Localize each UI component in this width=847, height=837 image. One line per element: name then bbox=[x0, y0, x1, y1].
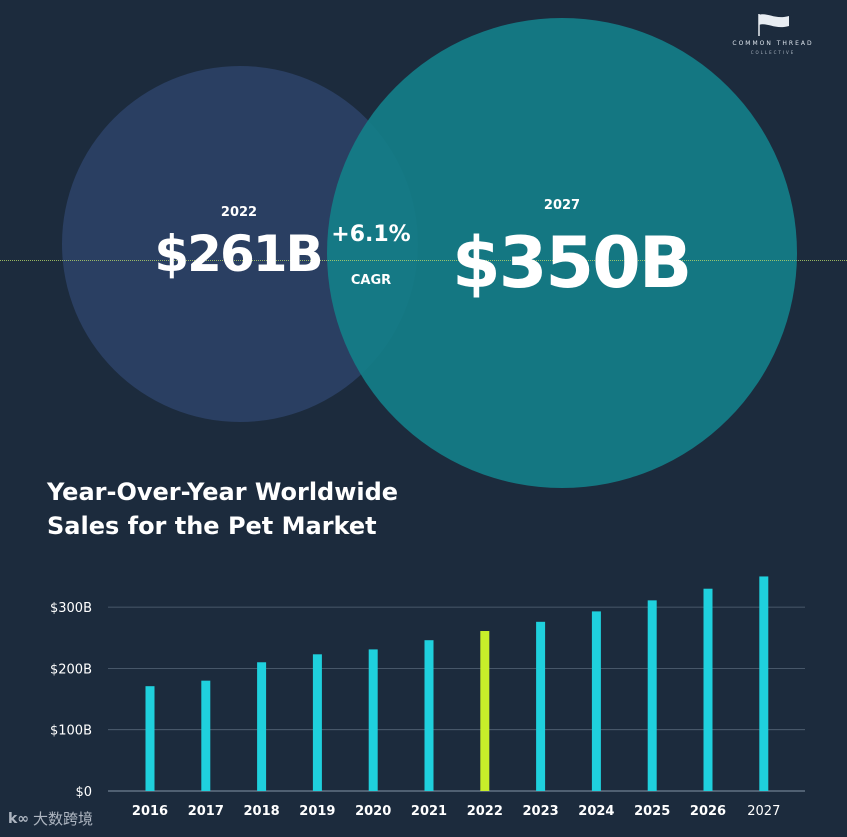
x-tick-label: 2021 bbox=[411, 804, 447, 819]
bar-2027 bbox=[759, 576, 769, 791]
circle-2027 bbox=[327, 18, 797, 488]
bar-2024 bbox=[591, 611, 601, 791]
bar-2017 bbox=[201, 680, 211, 791]
x-tick-label: 2017 bbox=[188, 804, 224, 819]
bar-2025 bbox=[647, 600, 657, 791]
right-year-label: 2027 bbox=[543, 198, 581, 213]
x-tick-label: 2026 bbox=[690, 804, 726, 819]
x-tick-label: 2024 bbox=[578, 804, 614, 819]
bar-2023 bbox=[536, 621, 546, 791]
bar-2018 bbox=[257, 662, 267, 791]
brand-logo: COMMON THREAD COLLECTIVE bbox=[723, 12, 823, 55]
bar-2021 bbox=[424, 640, 434, 791]
bar-2019 bbox=[312, 654, 322, 791]
growth-rate: +6.1% bbox=[331, 222, 411, 247]
y-tick-label: $300B bbox=[50, 601, 92, 616]
bar-2026 bbox=[703, 588, 713, 791]
bar-chart: $0 $100B $200B $300B 2016 2017 2018 2019 2020 202… bbox=[50, 576, 805, 819]
x-tick-label: 2016 bbox=[132, 804, 168, 819]
x-tick-label: 2027 bbox=[747, 804, 780, 819]
flag-icon bbox=[758, 14, 789, 36]
brand-name: COMMON THREAD bbox=[732, 40, 814, 47]
chart-heading-line1: Year-Over-Year Worldwide bbox=[47, 478, 399, 506]
watermark-text: 大数跨境 bbox=[32, 810, 93, 828]
x-tick-label: 2022 bbox=[467, 804, 503, 819]
bar-2016 bbox=[145, 686, 155, 791]
growth-label: CAGR bbox=[350, 273, 392, 288]
divider-dotted-line bbox=[0, 260, 847, 261]
chart-heading-line2: Sales for the Pet Market bbox=[47, 512, 377, 540]
brand-sub: COLLECTIVE bbox=[750, 50, 796, 55]
x-tick-label: 2020 bbox=[355, 804, 391, 819]
x-tick-label: 2025 bbox=[634, 804, 670, 819]
x-tick-label: 2023 bbox=[523, 804, 559, 819]
y-tick-label: $0 bbox=[75, 785, 92, 800]
left-value: $261B bbox=[154, 225, 323, 283]
watermark: k∞ 大数跨境 bbox=[8, 808, 93, 829]
left-year-label: 2022 bbox=[220, 205, 258, 220]
k-logo-icon: k∞ bbox=[8, 810, 29, 827]
x-tick-label: 2018 bbox=[244, 804, 280, 819]
bar-2022 bbox=[480, 631, 490, 791]
x-tick-label: 2019 bbox=[299, 804, 335, 819]
right-value: $350B bbox=[452, 222, 692, 304]
bar-2020 bbox=[368, 649, 378, 791]
y-tick-label: $100B bbox=[50, 724, 92, 739]
y-tick-label: $200B bbox=[50, 662, 92, 677]
chart-heading: Year-Over-Year Worldwide Sales for the P… bbox=[47, 475, 398, 543]
